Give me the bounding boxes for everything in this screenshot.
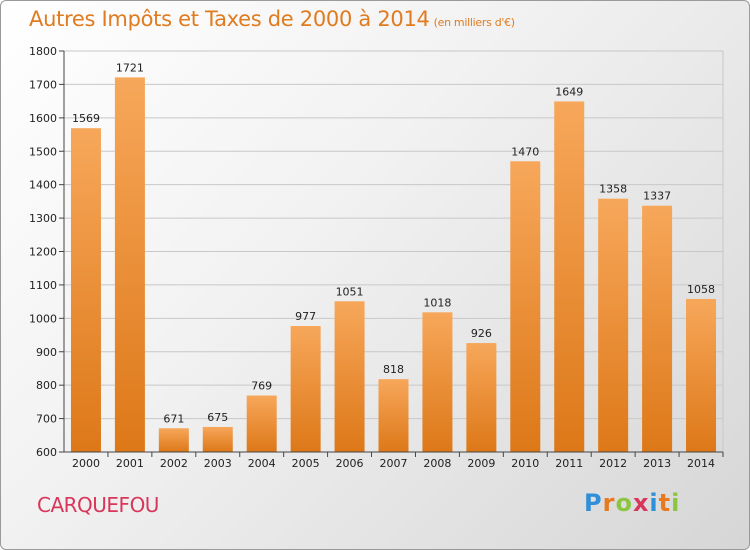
data-label: 675 — [207, 411, 228, 424]
y-tick-label: 1600 — [29, 112, 57, 125]
bar-2011 — [554, 101, 585, 452]
bar-2004 — [246, 395, 277, 452]
data-label: 1051 — [336, 285, 364, 298]
bar-2006 — [334, 301, 365, 452]
data-label: 1358 — [599, 183, 627, 196]
data-label: 1721 — [116, 61, 144, 74]
logo-letter: i — [649, 489, 659, 517]
bar-2005 — [290, 326, 321, 452]
x-tick-label: 2011 — [555, 457, 583, 470]
y-tick-label: 1200 — [29, 246, 57, 259]
bar-2009 — [466, 343, 497, 452]
y-tick-label: 1500 — [29, 145, 57, 158]
city-name: CARQUEFOU — [37, 493, 159, 517]
bar-2013 — [642, 205, 673, 452]
data-label: 977 — [295, 310, 316, 323]
x-tick-label: 2003 — [204, 457, 232, 470]
x-tick-label: 2010 — [511, 457, 539, 470]
y-tick-label: 900 — [36, 346, 57, 359]
logo-letter: P — [584, 489, 603, 517]
bar-2008 — [422, 312, 453, 452]
y-tick-label: 1400 — [29, 179, 57, 192]
x-tick-label: 2002 — [160, 457, 188, 470]
bar-2014 — [686, 298, 717, 452]
x-tick-label: 2001 — [116, 457, 144, 470]
x-tick-label: 2005 — [292, 457, 320, 470]
x-tick-label: 2004 — [248, 457, 276, 470]
proxiti-logo[interactable]: Proxiti — [584, 489, 680, 517]
bar-2007 — [378, 379, 409, 452]
x-tick-label: 2014 — [687, 457, 715, 470]
logo-letter: r — [602, 489, 616, 517]
bars: 1569 1721 671 675 769 977 1051 818 1018 926 1470 16… — [70, 61, 717, 452]
x-tick-label: 2008 — [423, 457, 451, 470]
logo-letter: t — [658, 489, 672, 517]
y-tick-label: 1300 — [29, 212, 57, 225]
x-tick-label: 2006 — [336, 457, 364, 470]
data-label: 1569 — [72, 112, 100, 125]
data-label: 1337 — [643, 190, 671, 203]
logo-letter: o — [615, 489, 633, 517]
y-tick-label: 800 — [36, 379, 57, 392]
bar-2003 — [202, 426, 233, 452]
y-tick-label: 1700 — [29, 78, 57, 91]
data-label: 1470 — [511, 145, 539, 158]
bar-2012 — [598, 198, 629, 452]
y-tick-label: 1800 — [29, 45, 57, 58]
y-tick-label: 700 — [36, 413, 57, 426]
bar-2000 — [70, 128, 101, 452]
title-subtitle: (en milliers d'€) — [433, 16, 515, 29]
y-tick-label: 600 — [36, 446, 57, 459]
bar-2010 — [510, 161, 541, 452]
logo-letter: i — [671, 489, 681, 517]
chart-title: Autres Impôts et Taxes de 2000 à 2014 (en… — [29, 7, 515, 31]
title-text: Autres Impôts et Taxes de 2000 à 2014 — [29, 7, 430, 31]
grid-lines — [64, 50, 724, 452]
axes: 600 700 800 900 1000 1100 1200 1300 1400 1500 1600… — [29, 45, 724, 470]
x-tick-label: 2009 — [467, 457, 495, 470]
logo-letter: x — [632, 489, 650, 517]
x-tick-label: 2013 — [643, 457, 671, 470]
data-label: 671 — [163, 412, 184, 425]
data-label: 818 — [383, 363, 404, 376]
data-label: 1649 — [555, 85, 583, 98]
x-tick-label: 2012 — [599, 457, 627, 470]
bar-2002 — [158, 428, 189, 452]
data-label: 769 — [251, 380, 272, 393]
data-label: 1058 — [687, 283, 715, 296]
y-tick-label: 1100 — [29, 279, 57, 292]
data-label: 926 — [471, 327, 492, 340]
y-tick-label: 1000 — [29, 312, 57, 325]
x-tick-label: 2000 — [72, 457, 100, 470]
data-label: 1018 — [423, 296, 451, 309]
x-tick-label: 2007 — [380, 457, 408, 470]
bar-2001 — [114, 77, 145, 452]
